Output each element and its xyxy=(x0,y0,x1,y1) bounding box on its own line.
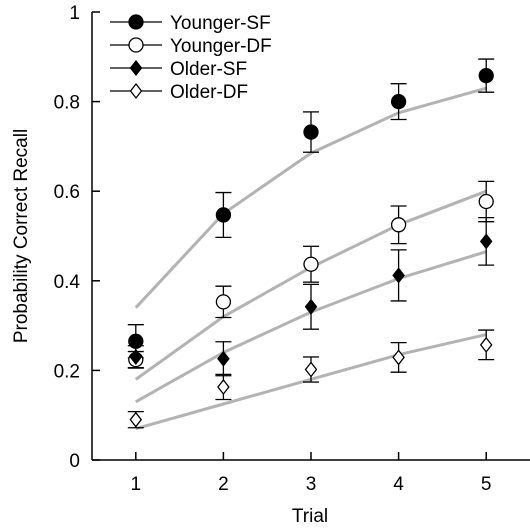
data-point-series-3 xyxy=(129,411,143,428)
legend-label: Older-SF xyxy=(170,59,247,80)
data-point-series-1 xyxy=(390,217,407,233)
data-point-series-2 xyxy=(304,298,318,315)
y-tick-label: 0 xyxy=(69,451,80,472)
x-axis-title: Trial xyxy=(292,506,328,527)
data-point-series-3 xyxy=(392,349,405,366)
y-tick-label: 0.8 xyxy=(54,93,80,114)
markers xyxy=(128,67,494,428)
data-point-series-0 xyxy=(128,333,144,349)
y-tick-label: 0.6 xyxy=(54,182,80,203)
legend-label: Younger-SF xyxy=(170,13,271,34)
x-tick-label: 5 xyxy=(481,474,492,495)
data-point-series-2 xyxy=(392,267,405,284)
data-point-series-1 xyxy=(303,256,319,272)
x-tick-label: 2 xyxy=(218,474,229,495)
ticks: 1 2 3 4 5 0 0.2 0.4 0.6 0.8 1 xyxy=(54,3,492,495)
data-point-series-3 xyxy=(479,336,493,353)
legend-label: Older-DF xyxy=(170,82,248,103)
data-point-series-2 xyxy=(129,348,143,366)
y-tick-label: 1 xyxy=(69,3,80,24)
data-point-series-1 xyxy=(478,193,494,210)
data-point-series-0 xyxy=(303,124,319,140)
x-tick-label: 4 xyxy=(393,474,404,495)
plot-area xyxy=(91,12,530,461)
data-point-series-0 xyxy=(215,207,232,223)
y-tick-label: 0.4 xyxy=(54,272,81,293)
y-tick-label: 0.2 xyxy=(54,361,80,382)
data-point-series-3 xyxy=(217,378,230,396)
data-point-series-1 xyxy=(215,294,232,310)
legend-marker xyxy=(129,82,143,100)
legend-marker xyxy=(128,14,144,30)
y-axis-title: Probability Correct Recall xyxy=(11,129,32,343)
data-point-series-0 xyxy=(390,93,407,110)
legend-marker xyxy=(129,59,143,77)
data-point-series-2 xyxy=(479,233,493,250)
data-point-series-2 xyxy=(217,350,230,367)
legend-label: Younger-DF xyxy=(170,36,272,57)
x-tick-label: 1 xyxy=(131,474,142,495)
x-tick-label: 3 xyxy=(306,474,317,495)
fit-line-series-0 xyxy=(134,86,487,309)
data-point-series-3 xyxy=(304,361,318,378)
legend-marker xyxy=(128,37,144,53)
data-point-series-0 xyxy=(478,67,494,84)
